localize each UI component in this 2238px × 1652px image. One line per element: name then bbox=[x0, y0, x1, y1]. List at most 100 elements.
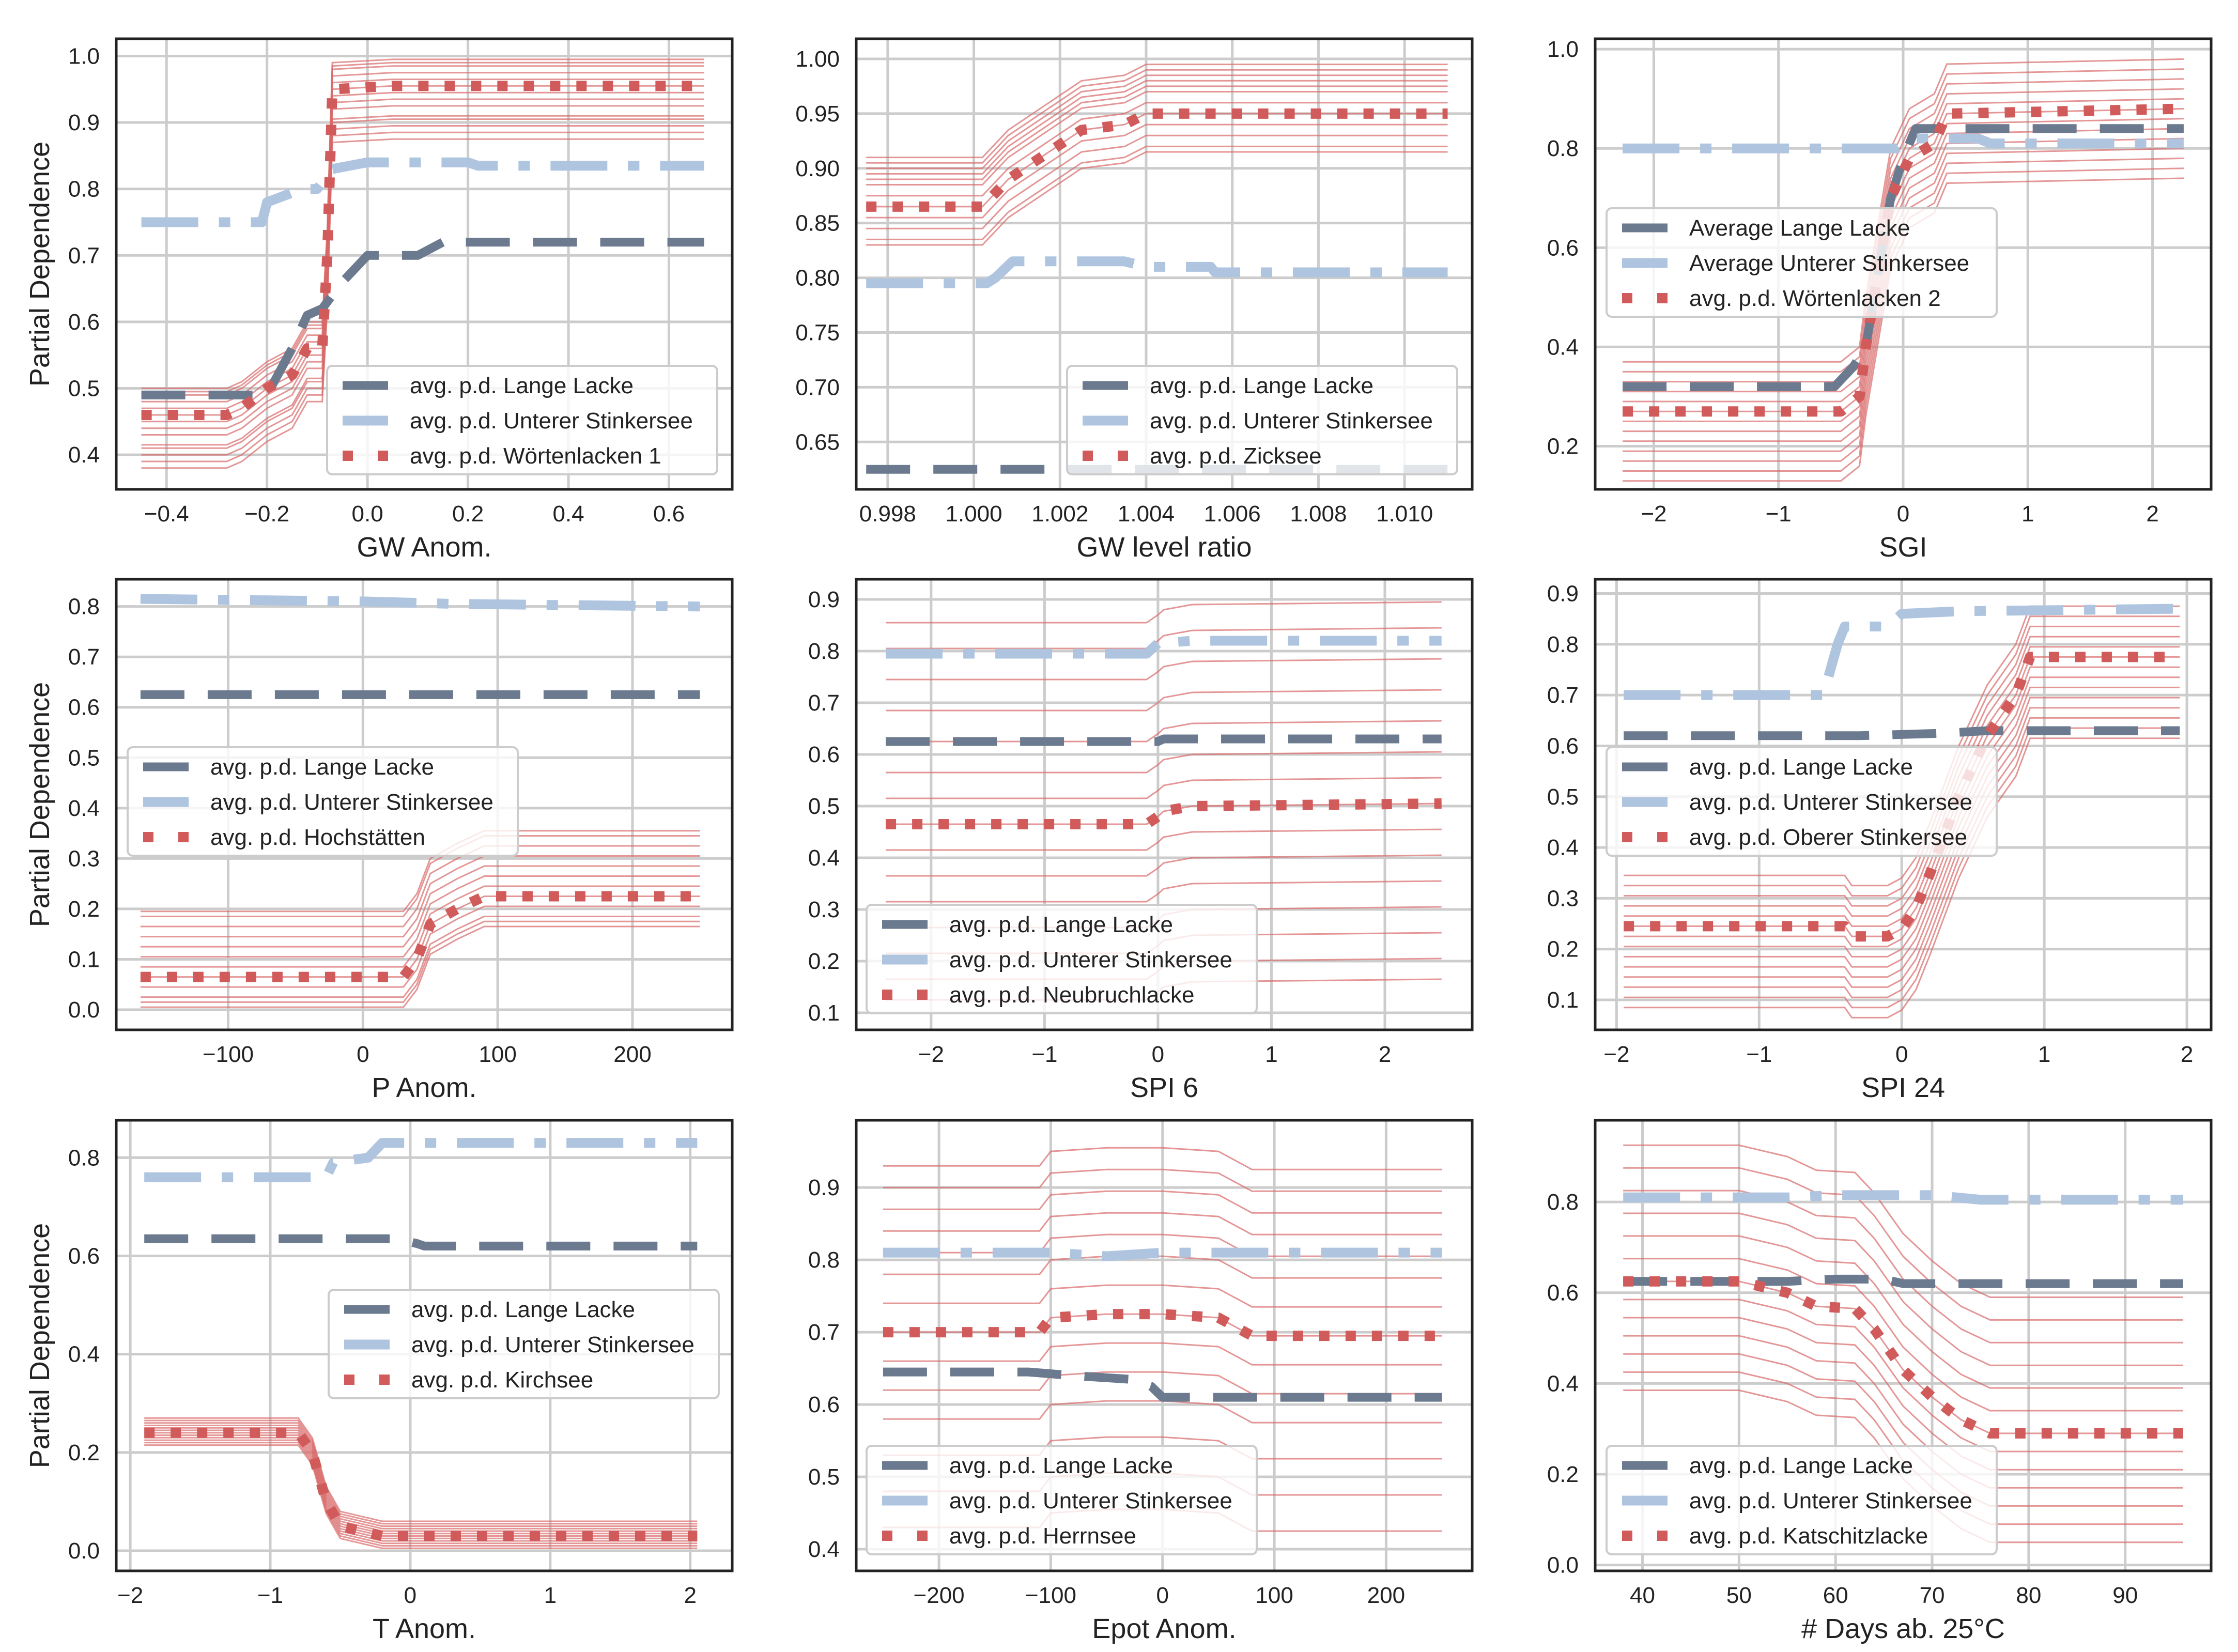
axes-frame bbox=[855, 578, 1474, 1031]
x-axis-label: Epot Anom. bbox=[1092, 1613, 1236, 1644]
x-axis-label: # Days ab. 25°C bbox=[1801, 1613, 2005, 1644]
legend-box bbox=[1606, 1445, 1998, 1555]
legend-box bbox=[127, 746, 519, 857]
x-tick-label: 0.998 bbox=[859, 501, 916, 527]
y-tick-label: 0.8 bbox=[68, 594, 100, 620]
y-tick-label: 0.6 bbox=[1547, 1280, 1579, 1306]
legend-box bbox=[866, 904, 1258, 1014]
ice-line bbox=[866, 123, 1448, 219]
axes-frame bbox=[855, 37, 1474, 491]
y-tick-label: 1.0 bbox=[68, 43, 100, 69]
y-tick-label: 0.6 bbox=[1547, 733, 1579, 759]
x-tick-label: 1.008 bbox=[1290, 501, 1347, 527]
ice-line bbox=[140, 925, 700, 1008]
ice-line bbox=[140, 920, 700, 1003]
y-tick-label: 0.1 bbox=[68, 947, 100, 972]
axes-frame bbox=[115, 578, 734, 1031]
legend-label: avg. p.d. Unterer Stinkersee bbox=[1150, 408, 1433, 434]
series-line-red bbox=[140, 891, 700, 982]
legend-label: avg. p.d. Unterer Stinkersee bbox=[410, 408, 693, 434]
y-tick-label: 0.8 bbox=[1547, 1190, 1579, 1215]
x-axis-label: P Anom. bbox=[372, 1072, 476, 1103]
ice-line bbox=[1623, 68, 2184, 373]
y-tick-label: 0.7 bbox=[1547, 683, 1579, 708]
ice-line bbox=[886, 880, 1442, 903]
series-line-unterer bbox=[1623, 133, 2184, 153]
ice-line bbox=[883, 1342, 1442, 1366]
y-tick-label: 0.5 bbox=[1547, 784, 1579, 810]
ice-line bbox=[141, 61, 704, 393]
ice-line bbox=[140, 905, 700, 988]
x-tick-label: −100 bbox=[203, 1042, 254, 1067]
ice-line bbox=[140, 885, 700, 968]
ice-line bbox=[140, 865, 700, 948]
ice-line bbox=[866, 91, 1448, 186]
legend-label: avg. p.d. Lange Lacke bbox=[410, 373, 634, 398]
x-tick-label: 0 bbox=[1897, 501, 1909, 527]
ice-line bbox=[141, 125, 704, 456]
subplot-2: 0.998 1.000 1.002 1.004 1.006 1.008 1.010 0.65 0… bbox=[795, 37, 1474, 563]
y-tick-label: 0.2 bbox=[68, 897, 100, 922]
ice-line bbox=[141, 105, 704, 436]
x-tick-label: 90 bbox=[2112, 1583, 2138, 1608]
x-tick-label: 0 bbox=[1895, 1042, 1908, 1067]
axes-frame bbox=[1594, 37, 2213, 491]
y-tick-label: 0.6 bbox=[68, 310, 100, 335]
legend-label: avg. p.d. Unterer Stinkersee bbox=[1689, 790, 1972, 815]
series-line-red bbox=[141, 81, 704, 420]
x-axis-label: SGI bbox=[1879, 532, 1927, 563]
series-line-red bbox=[1623, 1276, 2183, 1439]
axes-frame bbox=[115, 37, 734, 491]
legend-label: avg. p.d. Hochstätten bbox=[210, 825, 425, 850]
series-line-unterer bbox=[1623, 1190, 2183, 1205]
x-tick-label: −1 bbox=[1766, 501, 1792, 527]
y-tick-label: 0.6 bbox=[808, 1392, 840, 1417]
x-tick-label: 80 bbox=[2016, 1583, 2041, 1608]
x-tick-label: 2 bbox=[684, 1583, 696, 1608]
ice-line bbox=[883, 1371, 1442, 1395]
x-tick-label: 200 bbox=[1367, 1583, 1405, 1608]
legend: Average Lange Lacke Average Unterer Stink… bbox=[1606, 207, 1998, 318]
y-tick-label: 0.4 bbox=[68, 442, 100, 468]
ice-line bbox=[886, 689, 1442, 712]
y-tick-label: 0.1 bbox=[1547, 987, 1579, 1013]
subplot-8: −200 −100 0 100 200 0.4 0.5 0.6 0.7 0.8 0.9 Epot An… bbox=[808, 1119, 1474, 1644]
legend-label: Average Unterer Stinkersee bbox=[1689, 251, 1969, 276]
x-tick-label: −100 bbox=[1025, 1583, 1076, 1608]
legend-label: avg. p.d. Oberer Stinkersee bbox=[1689, 825, 1967, 850]
legend-label: avg. p.d. Lange Lacke bbox=[411, 1297, 635, 1322]
x-tick-label: 2 bbox=[2181, 1042, 2193, 1067]
legend-box bbox=[1606, 746, 1998, 857]
series-line-unterer bbox=[1624, 604, 2180, 700]
y-tick-label: 0.2 bbox=[1547, 434, 1579, 459]
y-tick-label: 0.5 bbox=[808, 794, 840, 819]
subplot-5: −2 −1 0 1 2 0.1 0.2 0.3 0.4 0.5 0.6 0.7 0.8 0.9 SPI 6 a… bbox=[808, 578, 1474, 1103]
x-tick-label: 1.002 bbox=[1031, 501, 1088, 527]
y-tick-label: 0.2 bbox=[808, 949, 840, 974]
legend: avg. p.d. Lange Lacke avg. p.d. Unterer S… bbox=[127, 746, 519, 857]
legend-label: avg. p.d. Neubruchlacke bbox=[949, 982, 1195, 1008]
plot-area bbox=[1624, 604, 2180, 1018]
ice-line bbox=[1624, 727, 2180, 1009]
x-axis-label: GW Anom. bbox=[357, 532, 491, 563]
series-line-lange bbox=[1624, 726, 2180, 740]
axes-frame bbox=[1594, 578, 2213, 1031]
y-tick-label: 0.7 bbox=[808, 1320, 840, 1345]
y-tick-label: 0.4 bbox=[808, 845, 840, 871]
y-tick-label: 0.4 bbox=[1547, 835, 1579, 860]
y-tick-label: 0.8 bbox=[1547, 136, 1579, 161]
subplot-6: −2 −1 0 1 2 0.1 0.2 0.3 0.4 0.5 0.6 0.7 0.8 0.9 SPI 24… bbox=[1547, 578, 2213, 1103]
x-tick-label: −2 bbox=[1641, 501, 1666, 527]
legend: avg. p.d. Lange Lacke avg. p.d. Unterer S… bbox=[326, 365, 718, 475]
ice-line bbox=[866, 151, 1448, 246]
x-tick-label: 1.010 bbox=[1376, 501, 1433, 527]
x-tick-label: 0 bbox=[1156, 1583, 1169, 1608]
x-tick-label: −200 bbox=[914, 1583, 965, 1608]
y-tick-label: 0.2 bbox=[68, 1440, 100, 1465]
x-tick-label: 2 bbox=[2146, 501, 2158, 527]
x-tick-label: −1 bbox=[257, 1583, 283, 1608]
x-tick-label: −1 bbox=[1031, 1042, 1057, 1067]
subplot-4: −100 0 100 200 0.0 0.1 0.2 0.3 0.4 0.5 0.6 0.7 0.8 P … bbox=[24, 578, 734, 1103]
legend-label: avg. p.d. Kirchsee bbox=[411, 1367, 593, 1393]
y-tick-label: 0.9 bbox=[1547, 581, 1579, 607]
